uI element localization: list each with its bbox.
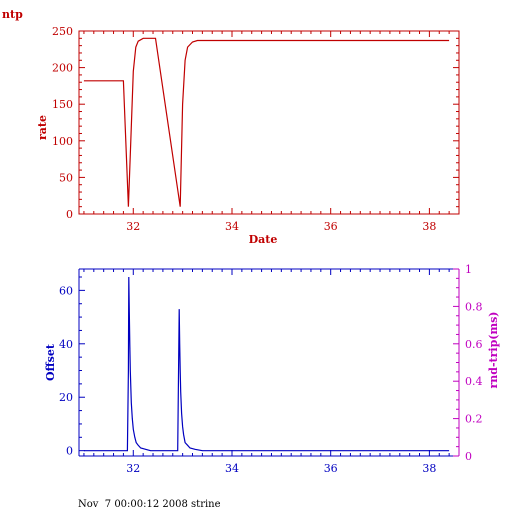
- offset-y-tick-label: 40: [59, 338, 73, 351]
- rate-y-tick-label: 50: [59, 171, 73, 184]
- rate-y-tick-label: 200: [52, 62, 73, 75]
- offset-y-tick-label: 60: [59, 284, 73, 297]
- offset-y-tick-label: 0: [66, 445, 73, 458]
- rndtrip-y-tick-label: 0.2: [465, 413, 483, 426]
- rate-y-tick-label: 0: [66, 208, 73, 221]
- rndtrip-y-tick-label: 1: [465, 263, 472, 276]
- y-axis-label: rate: [36, 115, 49, 140]
- rate-series-line: [83, 37, 450, 207]
- rndtrip-y-tick-label: 0.4: [465, 375, 483, 388]
- rndtrip-axis-label: rnd-trip(ms): [487, 311, 500, 388]
- rate-y-tick-label: 150: [52, 98, 73, 111]
- x-tick-label: 34: [225, 462, 239, 475]
- rate-y-tick-label: 250: [52, 25, 73, 38]
- rate-chart-frame: [78, 30, 460, 215]
- footer-timestamp: Nov 7 00:00:12 2008 strine: [78, 499, 221, 510]
- x-tick-label: 38: [422, 462, 436, 475]
- x-tick-label: 38: [422, 220, 436, 233]
- x-tick-label: 36: [324, 462, 338, 475]
- rndtrip-y-tick-label: 0.6: [465, 338, 483, 351]
- x-axis-label: Date: [249, 233, 278, 246]
- offset-y-tick-label: 20: [59, 391, 73, 404]
- rate-y-tick-label: 100: [52, 135, 73, 148]
- offset-series-line: [83, 276, 450, 452]
- rndtrip-y-tick-label: 0: [465, 450, 472, 463]
- x-tick-label: 36: [324, 220, 338, 233]
- x-tick-label: 32: [126, 462, 140, 475]
- x-tick-label: 34: [225, 220, 239, 233]
- offset-chart: 32 34 36 38 0 20 40 60 0 0.2 0.4 0.6 0.8 1 Offset rnd-t…: [44, 263, 500, 475]
- rndtrip-y-tick-label: 0.8: [465, 300, 483, 313]
- x-tick-label: 32: [126, 220, 140, 233]
- offset-axis-label: Offset: [44, 343, 57, 381]
- page-label: ntp: [2, 8, 23, 21]
- rate-chart: 32 34 36 38 0 50 100 150 200 250 Date rate: [36, 25, 460, 246]
